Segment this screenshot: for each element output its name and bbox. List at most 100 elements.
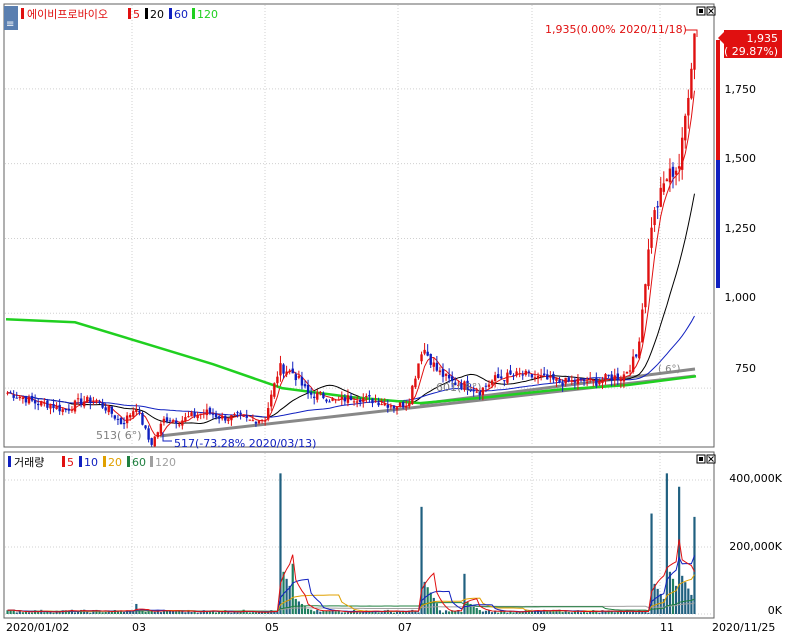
range-bar-down [716, 160, 720, 288]
volume-bar [153, 611, 156, 614]
candle-body [530, 374, 534, 378]
volume-bar [549, 610, 552, 614]
volume-bar [328, 610, 331, 614]
candle-body [451, 376, 454, 382]
volume-bar [86, 611, 89, 614]
candle-body [392, 405, 396, 409]
volume-bar [76, 611, 80, 614]
last-price: 1,935 [747, 32, 779, 45]
candle-body [221, 416, 224, 419]
candle-body [55, 405, 58, 409]
volume-bar [555, 610, 558, 614]
volume-bar [340, 612, 343, 614]
candle-body [490, 380, 494, 385]
volume-bar [598, 612, 601, 614]
volume-bar [552, 609, 555, 614]
candle-body [251, 420, 255, 422]
candle-body [233, 413, 236, 415]
volume-bar [641, 611, 644, 614]
candle-body [153, 436, 156, 447]
candle-body [92, 400, 95, 402]
volume-bar [451, 610, 454, 614]
volume-bar [506, 612, 509, 614]
vma5-line [7, 539, 695, 613]
volume-bar [530, 610, 534, 614]
candle-body [518, 373, 521, 375]
candle-body [438, 370, 442, 373]
candle-body [33, 400, 37, 404]
candle-body [644, 284, 647, 308]
x-axis: 2020/01/02 03 05 07 09 11 2020/11/25 [6, 621, 775, 634]
volume-bar [494, 610, 497, 614]
volume-bar [236, 612, 239, 614]
candle-body [690, 68, 693, 99]
volume-bar [331, 610, 334, 614]
volume-bar [245, 611, 248, 614]
candle-body [359, 399, 362, 403]
candle-body [592, 379, 595, 381]
volume-bar [92, 610, 95, 614]
candle-body [355, 401, 359, 403]
price-axis: 1,750 1,500 1,250 1,000 750 [725, 83, 757, 375]
volume-bar [184, 612, 187, 614]
candle-body [89, 397, 92, 404]
candle-body [625, 371, 629, 374]
volume-bar [604, 611, 607, 614]
candle-body [573, 381, 577, 383]
volume-bar [515, 611, 518, 614]
volume-bar [334, 611, 337, 614]
volume-bar [168, 611, 172, 614]
candle-body [37, 403, 40, 406]
volume-bar [300, 603, 304, 614]
candle-body [613, 375, 616, 381]
volume-bar [383, 610, 386, 614]
candle-body [576, 378, 580, 385]
ma60-marker [169, 8, 172, 19]
ma-settings-icon[interactable] [4, 6, 18, 30]
maximize-icon-inner [699, 457, 703, 461]
volume-bar [533, 610, 537, 614]
last-price-box: 1,935 ( 29.87%) [718, 30, 782, 58]
candle-body [417, 363, 420, 379]
volume-bar [386, 609, 389, 614]
volume-panel [3, 451, 715, 619]
candle-body [420, 354, 423, 362]
high-annotation: 1,935(0.00% 2020/11/18) [545, 23, 687, 36]
candle-body [665, 179, 669, 182]
trend-label-low: 513( 6°) [96, 429, 142, 442]
candle-body [549, 375, 552, 378]
x-tick: 09 [532, 621, 546, 634]
volume-bar [411, 609, 414, 614]
candle-body [469, 388, 472, 392]
candle-body [408, 403, 411, 407]
volume-bar [214, 612, 218, 614]
candle-body [132, 411, 135, 417]
low-annotation: 517(-73.28% 2020/03/13) [174, 437, 316, 450]
candle-body [110, 406, 113, 414]
candle-body [681, 137, 684, 170]
candle-body [466, 380, 469, 390]
vma5-marker [62, 456, 65, 467]
volume-bar [6, 610, 9, 614]
volume-bar [159, 612, 162, 614]
candle-body [187, 416, 190, 418]
volume-bar [472, 605, 475, 614]
volume-bar [150, 610, 153, 614]
volume-bar [573, 610, 576, 614]
volume-bar [178, 610, 181, 614]
volume-bar [95, 609, 98, 614]
candle-body [21, 397, 25, 399]
volume-bar [503, 610, 506, 614]
candle-body [362, 398, 365, 402]
candle-body [684, 115, 687, 141]
volume-bar [303, 606, 307, 614]
candle-body [316, 392, 319, 400]
candle-body [656, 206, 659, 208]
candle-body [6, 392, 9, 394]
volume-bar [267, 612, 270, 614]
candle-body [30, 395, 34, 401]
volume-bar [273, 611, 276, 614]
candle-body [27, 396, 31, 404]
volume-bar [466, 601, 469, 614]
candle-body [460, 383, 463, 389]
